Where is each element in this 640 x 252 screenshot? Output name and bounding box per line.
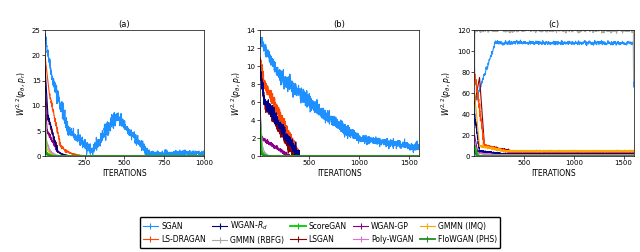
Legend: SGAN, LS-DRAGAN, WGAN-$R_d$, GMMN (RBFG), ScoreGAN, LSGAN, WGAN-GP, Poly-WGAN, G: SGAN, LS-DRAGAN, WGAN-$R_d$, GMMN (RBFG)… (140, 217, 500, 248)
X-axis label: ITERATIONS: ITERATIONS (317, 169, 362, 178)
Y-axis label: $W^{2,2}(p_{\theta}, p_r)$: $W^{2,2}(p_{\theta}, p_r)$ (229, 71, 244, 116)
Title: (b): (b) (333, 20, 345, 29)
Title: (a): (a) (118, 20, 130, 29)
X-axis label: ITERATIONS: ITERATIONS (532, 169, 577, 178)
X-axis label: ITERATIONS: ITERATIONS (102, 169, 147, 178)
Y-axis label: $W^{2,2}(p_{\theta}, p_r)$: $W^{2,2}(p_{\theta}, p_r)$ (440, 71, 454, 116)
Y-axis label: $W^{2,2}(p_{\theta}, p_r)$: $W^{2,2}(p_{\theta}, p_r)$ (15, 71, 29, 116)
Title: (c): (c) (548, 20, 559, 29)
